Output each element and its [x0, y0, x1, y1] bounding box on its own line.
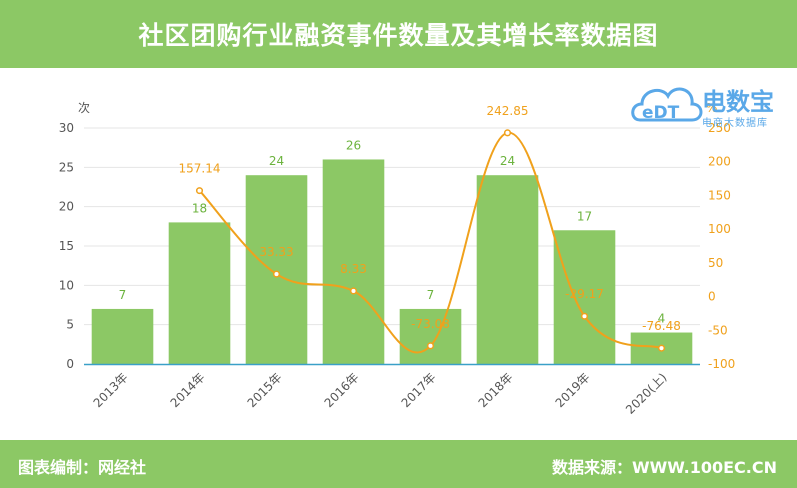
bar	[91, 308, 154, 364]
growth-rate-label: 157.14	[179, 162, 221, 176]
growth-rate-point	[503, 129, 512, 137]
y-left-tick-label: 25	[59, 160, 74, 174]
growth-rate-point	[272, 270, 281, 278]
y-left-tick-label: 10	[59, 278, 74, 292]
bar	[399, 308, 462, 364]
y-right-tick-label: 150	[708, 188, 731, 202]
footer-source: 数据来源：WWW.100EC.CN	[551, 458, 777, 477]
y-right-tick-label: -50	[708, 323, 728, 337]
y-right-tick-label: -100	[708, 357, 735, 371]
growth-rate-point	[195, 187, 204, 195]
x-tick-label: 2016年	[322, 370, 362, 410]
growth-rate-point	[349, 287, 358, 295]
growth-rate-label: 33.33	[259, 245, 293, 259]
bar-value-label: 7	[119, 288, 127, 302]
bar-value-label: 26	[346, 138, 361, 152]
watermark-logo: eDT 电数宝 电商大数据库	[628, 74, 788, 132]
bar-value-label: 24	[269, 154, 284, 168]
chart-title: 社区团购行业融资事件数量及其增长率数据图	[138, 21, 659, 50]
growth-rate-point	[580, 312, 589, 320]
bar	[245, 175, 308, 364]
x-tick-label: 2015年	[245, 370, 285, 410]
y-left-tick-label: 20	[59, 200, 74, 214]
x-tick-label: 2017年	[399, 370, 439, 410]
x-tick-label: 2014年	[168, 370, 208, 410]
bar-value-label: 7	[427, 288, 435, 302]
y-left-tick-label: 30	[59, 121, 74, 135]
cloud-logo-icon: eDT	[631, 87, 703, 123]
growth-rate-label: 242.85	[487, 104, 529, 118]
title-banner: 社区团购行业融资事件数量及其增长率数据图	[0, 0, 797, 68]
y-right-tick-label: 50	[708, 256, 723, 270]
growth-rate-point	[426, 342, 435, 350]
y-left-tick-label: 5	[66, 318, 74, 332]
logo-subtitle: 电商大数据库	[702, 118, 768, 129]
bar	[168, 222, 231, 364]
x-tick-label: 2019年	[553, 370, 593, 410]
growth-rate-point	[657, 344, 666, 352]
bar	[322, 159, 385, 364]
y-left-tick-label: 15	[59, 239, 74, 253]
growth-rate-label: -73.08	[411, 317, 450, 331]
bar	[476, 175, 539, 364]
footer-credit: 图表编制：网经社	[18, 458, 147, 477]
y-left-axis-label: 次	[78, 101, 90, 115]
growth-rate-label: 8.33	[340, 262, 367, 276]
y-left-tick-label: 0	[66, 357, 74, 371]
growth-rate-line	[198, 131, 662, 354]
footer-banner: 图表编制：网经社 数据来源：WWW.100EC.CN	[0, 440, 797, 488]
logo-brand: 电数宝	[702, 88, 774, 116]
svg-text:eDT: eDT	[642, 103, 680, 123]
bar-value-label: 18	[192, 201, 207, 215]
x-tick-label: 2013年	[91, 370, 131, 410]
bar	[553, 230, 616, 364]
x-tick-label: 2018年	[476, 370, 516, 410]
growth-rate-label: -76.48	[642, 319, 681, 333]
growth-rate-label: -29.17	[565, 287, 604, 301]
y-right-tick-label: 100	[708, 222, 731, 236]
y-right-tick-label: 250	[708, 121, 731, 135]
bar-value-label: 4	[658, 312, 666, 326]
y-right-tick-label: 0	[708, 290, 716, 304]
x-tick-label: 2020(上)	[623, 370, 670, 417]
bar-value-label: 17	[577, 209, 592, 223]
bar-value-label: 24	[500, 154, 515, 168]
y-right-tick-label: 200	[708, 155, 731, 169]
chart-area: 0 5 10 15 20 25 30 -100 -50 0 50 100 150 200 250 次 % 7 18 2…	[59, 101, 736, 417]
y-right-axis-label: %	[706, 101, 717, 115]
